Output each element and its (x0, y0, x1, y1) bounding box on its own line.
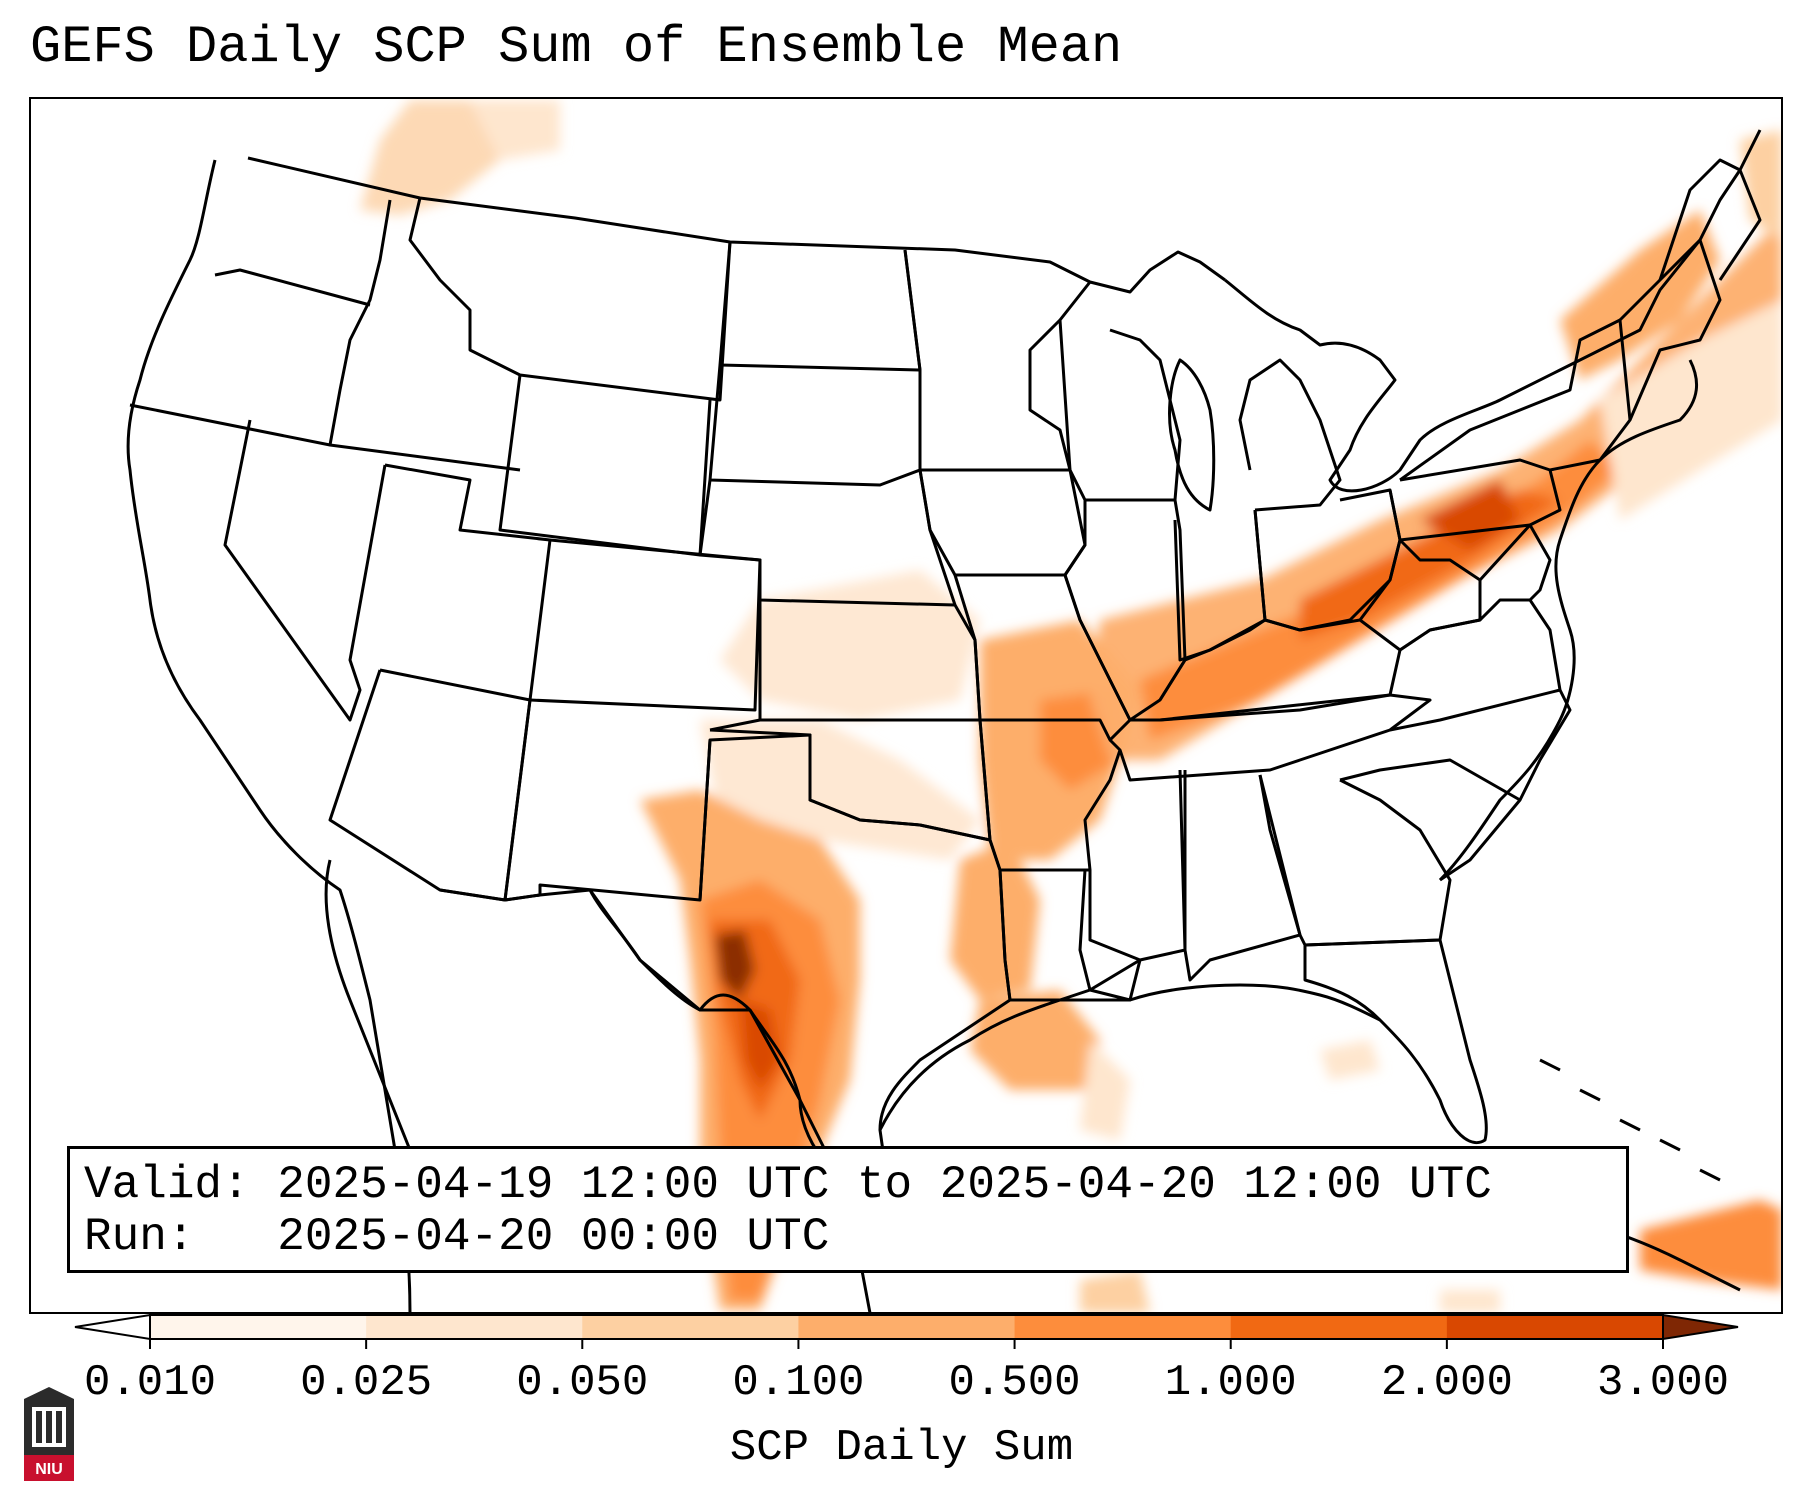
scp-shading (360, 100, 1782, 1313)
alabama-border (1183, 770, 1302, 982)
us-canada-border (247, 156, 1226, 294)
scp-area-new-england (1560, 210, 1720, 380)
pennsylvania-border (1388, 458, 1562, 542)
chart-title: GEFS Daily SCP Sum of Ensemble Mean (30, 18, 1123, 77)
run-time: 2025-04-20 00:00 UTC (277, 1211, 830, 1263)
south-dakota-border (708, 364, 922, 487)
colorbar-segment (1230, 1315, 1448, 1339)
north-carolina-border (1389, 688, 1572, 801)
montana-border (408, 197, 732, 402)
scp-area-cuba (1440, 1290, 1500, 1313)
illinois-border (1063, 499, 1187, 722)
nevada-border (223, 419, 387, 722)
scp-area-caribbean (1640, 1200, 1782, 1290)
colorbar-frame (149, 1314, 1664, 1340)
scp-area-south-gulf (1080, 1270, 1150, 1313)
maine-border (1658, 158, 1762, 281)
atlantic-coast (1438, 359, 1699, 882)
scp-area-texas-secondary (740, 1000, 780, 1090)
utah-border (379, 463, 552, 702)
west-coast (126, 159, 412, 1313)
logo-text: NIU (35, 1461, 63, 1478)
scp-area-ohio-valley-outer (1090, 220, 1782, 760)
south-carolina-border (1339, 758, 1522, 882)
colorbar-segment (582, 1315, 799, 1339)
or-ca-border (129, 403, 331, 447)
boundaries (126, 129, 1762, 1313)
scp-area-maine-coast (1740, 130, 1782, 240)
colorbar-segment (798, 1315, 1016, 1339)
colorbar-label: SCP Daily Sum (729, 1423, 1074, 1473)
georgia-border (1258, 774, 1452, 947)
scp-area-atlantic (1600, 300, 1782, 520)
colorbar-tick-label: 0.100 (732, 1358, 865, 1408)
colorbar-tick-label: 0.010 (83, 1358, 217, 1408)
scp-area-pennsylvania (1420, 480, 1520, 550)
niu-logo-icon (24, 1387, 74, 1481)
scp-area-central-plains (720, 570, 980, 720)
run-line: Run: 2025-04-20 00:00 UTC (84, 1211, 829, 1263)
scp-area-east-texas (950, 840, 1040, 1000)
new-york-border (1399, 318, 1632, 482)
scp-area-gulf-spot (1320, 1040, 1380, 1080)
tennessee-border (1118, 693, 1432, 782)
colorbar-tick-label: 0.500 (948, 1358, 1081, 1408)
colorbar-tick-label: 0.050 (516, 1358, 649, 1408)
valid-run-info-box: Valid: 2025-04-19 12:00 UTC to 2025-04-2… (67, 1146, 1629, 1273)
scp-area-pacific-nw (360, 100, 500, 215)
niu-logo: NIU (20, 1385, 78, 1483)
wyoming-border (498, 374, 712, 557)
colorbar-under-arrow (74, 1313, 151, 1341)
lake-michigan (1168, 358, 1216, 512)
arkansas-border (978, 719, 1122, 872)
valid-line: Valid: 2025-04-19 12:00 UTC to 2025-04-2… (84, 1159, 1492, 1211)
run-label: Run: (84, 1211, 195, 1263)
west-virginia-border (1358, 538, 1482, 652)
wisconsin-border (1058, 319, 1182, 502)
bahamas (1539, 1058, 1721, 1182)
colorbar-tick-label: 0.025 (300, 1358, 433, 1408)
maryland-border (1478, 523, 1552, 602)
scp-area-texas-max (715, 930, 755, 1000)
great-lakes-border (1224, 129, 1762, 493)
colorbar-tick-label: 2.000 (1380, 1358, 1513, 1408)
colorbar-tick-label: 1.000 (1164, 1358, 1297, 1408)
colorbar-segment (1446, 1315, 1664, 1339)
minnesota-border (903, 249, 1092, 472)
texas-border (588, 733, 1012, 1202)
colorbar-segment (366, 1315, 583, 1339)
valid-time: 2025-04-19 12:00 UTC to 2025-04-20 12:00… (277, 1159, 1492, 1211)
colorbar-tick-label: 3.000 (1596, 1358, 1730, 1408)
florida-border (1303, 938, 1488, 1144)
arizona-border (328, 669, 532, 902)
colorbar-over-arrow (1662, 1313, 1739, 1341)
idaho-border (328, 199, 521, 472)
colorado-border (529, 538, 762, 712)
michigan-border (1238, 358, 1342, 512)
north-dakota-border (718, 241, 922, 372)
gulf-coast (878, 983, 1381, 1131)
wa-or-border (214, 268, 371, 307)
scp-area-idaho (470, 100, 560, 160)
iowa-border (918, 469, 1087, 577)
scp-area-gulf-waters (1080, 1040, 1130, 1140)
valid-label: Valid: (84, 1159, 250, 1211)
colorbar (74, 1313, 1739, 1349)
colorbar-segment (150, 1315, 367, 1339)
colorbar-segment (1014, 1315, 1232, 1339)
scp-area-gulf-coast (970, 990, 1100, 1090)
map-frame (29, 97, 1783, 1314)
